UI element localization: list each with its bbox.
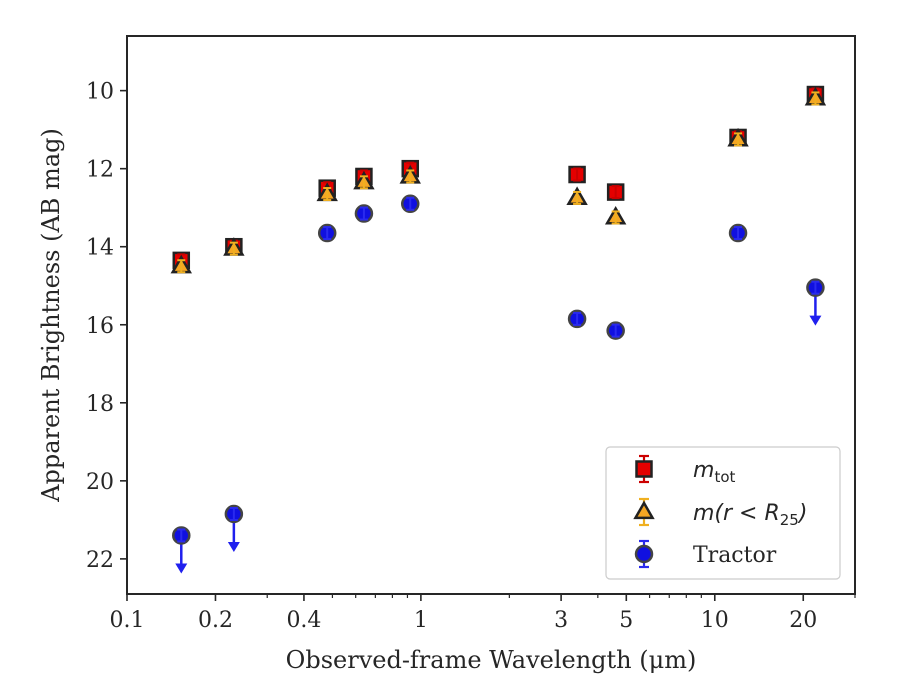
x-tick-label: 3 [554, 608, 568, 633]
x-tick-label: 0.1 [110, 608, 145, 633]
legend-marker [633, 500, 655, 520]
x-tick-label: 20 [789, 608, 817, 633]
x-tick-label: 10 [701, 608, 729, 633]
legend-label: mtot [693, 458, 735, 486]
x-tick-label: 0.2 [198, 608, 233, 633]
legend-entry-triangle: m(r < R25) [633, 497, 807, 529]
x-axis-title: Observed-frame Wavelength (μm) [286, 646, 697, 674]
series-circle [172, 194, 825, 574]
legend-entry-square: mtot [635, 454, 735, 486]
plot-frame [126, 35, 856, 595]
upper-limit-arrowhead [809, 315, 822, 326]
legend-marker [635, 460, 653, 478]
series-triangle [170, 86, 827, 274]
data-marks [170, 85, 827, 574]
y-tick-label: 18 [86, 392, 114, 417]
y-tick-label: 22 [86, 548, 114, 573]
upper-limit-arrowhead [175, 563, 188, 574]
legend-label: Tractor [693, 543, 777, 568]
y-tick-label: 14 [86, 236, 114, 261]
x-tick-label: 0.4 [286, 608, 321, 633]
x-tick-label: 1 [414, 608, 428, 633]
y-tick-label: 16 [86, 314, 114, 339]
axis-ticks: 0.1 0.2 0.4 1 3 5 10 20 10 12 14 16 18 20 22 [86, 80, 856, 633]
legend-label: m(r < R25) [693, 501, 807, 529]
y-tick-label: 10 [86, 80, 114, 105]
legend: mtot m(r < R25) Tractor [605, 446, 841, 580]
legend-entry-circle: Tractor [634, 539, 777, 569]
y-tick-label: 12 [86, 158, 114, 183]
x-tick-label: 5 [619, 608, 633, 633]
legend-box [605, 446, 841, 580]
legend-marker [634, 544, 654, 564]
y-axis-title: Apparent Brightness (AB mag) [37, 128, 65, 503]
y-tick-label: 20 [86, 470, 114, 495]
upper-limit-arrowhead [227, 542, 240, 553]
